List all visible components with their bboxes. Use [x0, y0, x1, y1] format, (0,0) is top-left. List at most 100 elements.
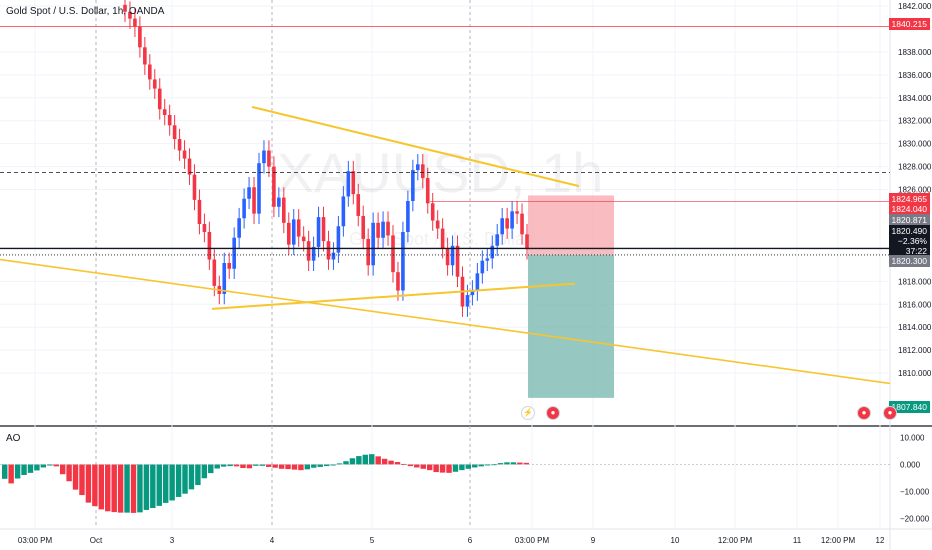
- us-flag-event-icon[interactable]: ●: [883, 406, 897, 420]
- ao-bar: [53, 464, 59, 467]
- ao-bar: [233, 464, 240, 467]
- candle-body: [128, 11, 132, 19]
- us-flag-event-icon[interactable]: ●: [546, 406, 560, 420]
- ao-bar: [401, 463, 407, 465]
- ao-tick-label: 10.000: [900, 433, 925, 442]
- candle-body: [232, 237, 236, 269]
- ao-bar: [182, 464, 188, 494]
- price-tick-label: 1818.000: [898, 277, 932, 286]
- candle-body: [207, 232, 212, 260]
- time-tick-label: 5: [370, 536, 375, 545]
- time-tick-label: 6: [468, 536, 473, 545]
- stop-loss-zone: [528, 195, 614, 255]
- candle-body: [396, 272, 400, 291]
- ao-bar: [369, 454, 375, 465]
- ao-bar: [446, 464, 452, 473]
- candle-body: [187, 158, 192, 175]
- ao-bar: [311, 464, 317, 468]
- candle-body: [435, 220, 440, 229]
- candle-body: [242, 198, 246, 219]
- ao-tick-label: −20.000: [900, 515, 930, 524]
- candle-body: [341, 196, 346, 227]
- ao-bar: [349, 458, 356, 465]
- entry-level-badge: 1820.871: [888, 214, 930, 226]
- candle-body: [152, 79, 157, 89]
- candle-body: [381, 221, 385, 238]
- ao-bar: [156, 464, 162, 506]
- candle-body: [133, 18, 137, 27]
- ao-bar: [298, 464, 304, 471]
- candle-body: [331, 252, 336, 260]
- ao-bar: [111, 464, 117, 513]
- candle-body: [192, 174, 197, 200]
- candle-body: [247, 187, 251, 199]
- price-tick-label: 1832.000: [898, 117, 932, 126]
- candle-body: [157, 88, 162, 110]
- ao-bar: [420, 464, 426, 469]
- ao-bar: [439, 464, 446, 473]
- price-candles: [123, 0, 529, 317]
- ao-bar: [484, 464, 491, 466]
- ao-bar: [201, 464, 208, 479]
- candle-body: [316, 217, 321, 247]
- price-tick-label: 1814.000: [898, 323, 932, 332]
- ao-bar: [105, 464, 111, 512]
- ao-tick-label: −10.000: [900, 488, 930, 497]
- lightning-event-icon[interactable]: ⚡: [521, 406, 535, 420]
- candle-body: [286, 222, 291, 245]
- candle-body: [416, 164, 420, 171]
- ao-bar: [523, 462, 529, 465]
- last-price-badge: 1820.490 −2.36% 37:22: [888, 225, 930, 257]
- candle-body: [252, 187, 256, 214]
- candle-body: [267, 150, 271, 167]
- candle-body: [182, 150, 187, 159]
- candle-body: [282, 197, 286, 223]
- bar-countdown: 37:22: [905, 246, 927, 256]
- candle-body: [148, 64, 152, 80]
- candle-body: [237, 218, 241, 238]
- ao-bar: [175, 464, 182, 497]
- ao-bar: [375, 456, 381, 465]
- ao-bar: [227, 464, 233, 467]
- candle-body: [510, 211, 514, 229]
- ao-bar: [79, 464, 85, 496]
- candle-body: [162, 109, 167, 115]
- ao-bar: [472, 464, 478, 468]
- us-flag-event-icon[interactable]: ●: [857, 406, 871, 420]
- time-tick-label: Oct: [90, 536, 103, 545]
- ao-bar: [246, 464, 253, 469]
- time-tick-label: 3: [170, 536, 175, 545]
- ao-bar: [2, 464, 8, 479]
- ao-bar: [34, 464, 40, 471]
- candle-body: [500, 218, 504, 235]
- ao-bar: [117, 464, 124, 513]
- candle-body: [480, 260, 485, 274]
- candle-body: [291, 219, 296, 245]
- candle-body: [326, 241, 331, 260]
- ao-bar: [92, 464, 98, 507]
- ao-bar: [414, 464, 420, 468]
- candle-body: [277, 197, 281, 207]
- time-tick-label: 4: [270, 536, 275, 545]
- ao-bar: [323, 464, 330, 467]
- candle-body: [296, 219, 301, 237]
- candle-body: [376, 222, 380, 238]
- candle-body: [366, 238, 370, 266]
- change-percent: −2.36%: [897, 236, 927, 246]
- ao-bar: [98, 464, 105, 510]
- ao-bar: [150, 464, 156, 509]
- candle-body: [411, 170, 415, 202]
- ao-indicator-label[interactable]: AO: [6, 433, 21, 444]
- ao-bar: [452, 464, 459, 472]
- ao-bar: [433, 464, 439, 473]
- candle-body: [356, 194, 361, 216]
- ao-bar: [362, 454, 369, 465]
- candle-body: [222, 262, 227, 294]
- ao-bar: [259, 464, 265, 466]
- candle-body: [445, 248, 450, 266]
- tp-zone-badge: 1824.965: [888, 193, 930, 205]
- candle-body: [301, 236, 306, 242]
- candle-body: [525, 234, 529, 250]
- long-trendline: [0, 258, 891, 385]
